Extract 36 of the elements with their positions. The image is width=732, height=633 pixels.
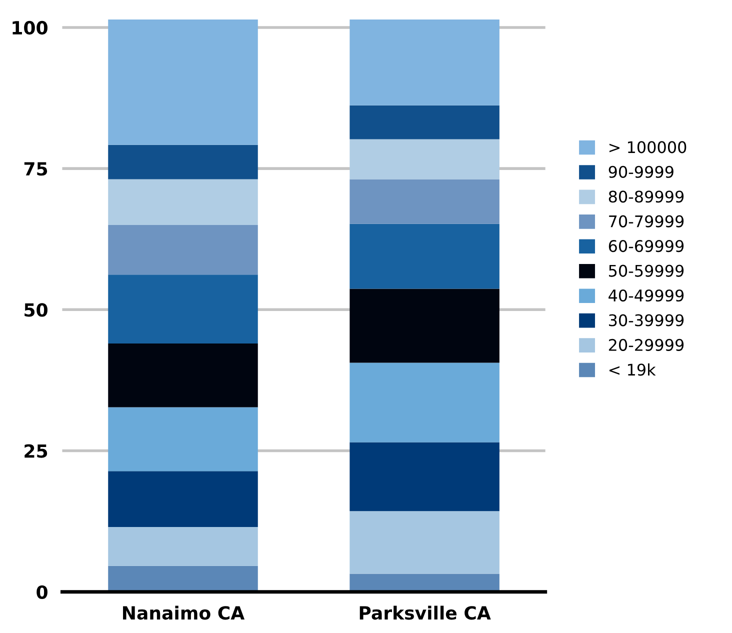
legend-label: < 19k	[609, 363, 656, 376]
bar	[108, 407, 258, 472]
legend-label: 30-39999	[609, 314, 684, 326]
legend-label: 20-29999	[608, 338, 684, 352]
bar	[108, 471, 258, 527]
bar	[108, 224, 258, 275]
legend-label: 90-9999	[608, 166, 674, 178]
y-tick-label: 50	[24, 303, 48, 317]
y-tick-label: 0	[36, 585, 48, 599]
legend-label: > 100000	[609, 141, 686, 154]
legend-label: 70-79999	[609, 215, 684, 228]
bar	[108, 566, 258, 592]
bar	[350, 179, 500, 224]
bar	[350, 139, 500, 180]
y-tick-label: 75	[24, 162, 48, 176]
legend-label: 60-69999	[608, 240, 684, 252]
bar	[108, 20, 258, 145]
bar	[108, 344, 258, 408]
bar	[350, 288, 500, 363]
bar	[108, 144, 258, 180]
x-tick-label: Nanaimo CA	[123, 606, 245, 620]
legend-label: 40-49999	[608, 289, 684, 302]
bar	[350, 20, 500, 106]
bar	[350, 362, 500, 442]
y-tick-label: 100	[12, 20, 48, 35]
bar	[108, 179, 258, 225]
legend-label: 80-89999	[608, 190, 684, 203]
y-tick-label: 25	[24, 444, 48, 458]
bar	[350, 224, 500, 289]
legend-label: 50-59999	[609, 264, 684, 277]
bar	[350, 105, 500, 140]
bar	[350, 511, 500, 574]
x-tick-label: Parksville CA	[360, 606, 491, 620]
bar	[350, 442, 500, 512]
bar	[108, 274, 258, 344]
bar	[108, 526, 258, 566]
